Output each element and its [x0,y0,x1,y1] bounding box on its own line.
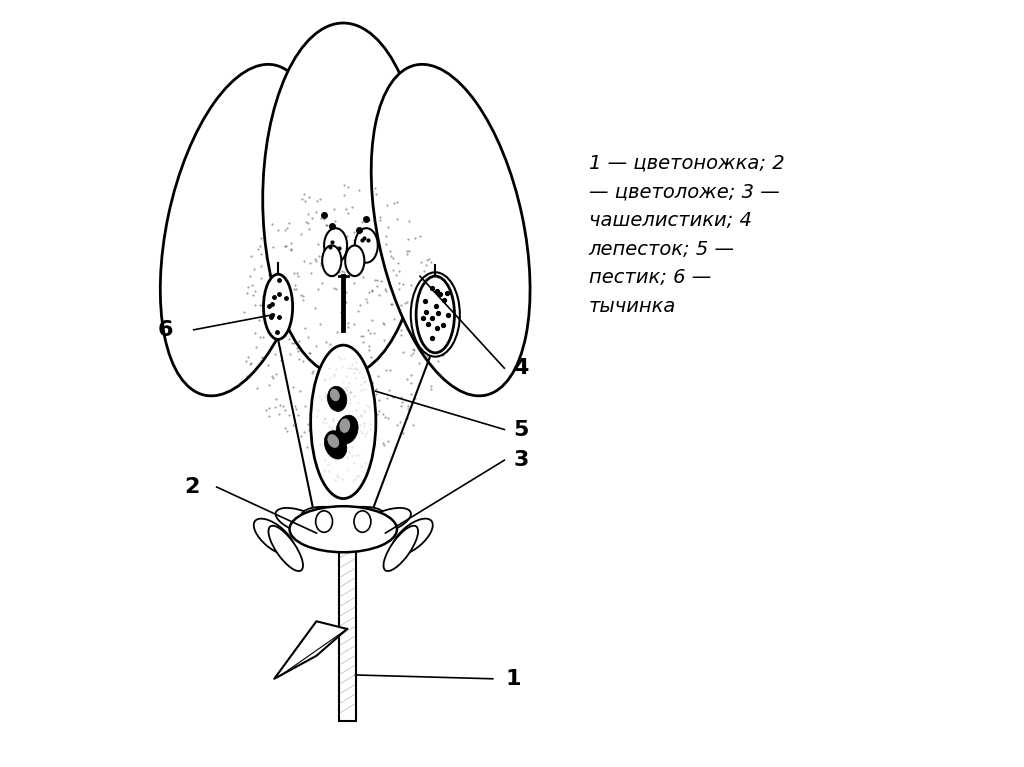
Text: 3: 3 [513,450,528,470]
Text: 2: 2 [184,477,200,497]
Ellipse shape [325,431,347,459]
Ellipse shape [332,507,385,528]
Ellipse shape [354,228,378,262]
Text: 1 — цветоножка; 2
— цветоложе; 3 —
чашелистики; 4
лепесток; 5 —
пестик; 6 —
тычи: 1 — цветоножка; 2 — цветоложе; 3 — чашел… [589,153,784,316]
Ellipse shape [324,228,347,262]
Ellipse shape [416,276,455,353]
Ellipse shape [354,511,371,532]
Ellipse shape [310,345,376,499]
Ellipse shape [328,387,347,411]
Ellipse shape [275,508,327,535]
Ellipse shape [290,506,397,552]
Ellipse shape [392,518,433,555]
Text: 6: 6 [158,320,173,340]
FancyBboxPatch shape [339,522,355,721]
Ellipse shape [328,434,339,448]
Ellipse shape [263,275,293,340]
Ellipse shape [268,525,303,571]
Ellipse shape [301,507,354,528]
Text: 1: 1 [506,669,521,689]
Ellipse shape [323,245,341,276]
Ellipse shape [263,23,424,376]
Ellipse shape [330,389,340,401]
Ellipse shape [254,518,295,555]
Ellipse shape [336,415,358,444]
Ellipse shape [315,511,333,532]
Polygon shape [274,621,347,679]
Ellipse shape [345,245,365,276]
Text: 5: 5 [513,420,528,439]
Ellipse shape [161,64,319,396]
Ellipse shape [411,272,460,357]
Ellipse shape [339,419,350,433]
Ellipse shape [384,525,418,571]
Text: 4: 4 [513,358,528,378]
Ellipse shape [360,508,411,535]
Ellipse shape [372,64,530,396]
